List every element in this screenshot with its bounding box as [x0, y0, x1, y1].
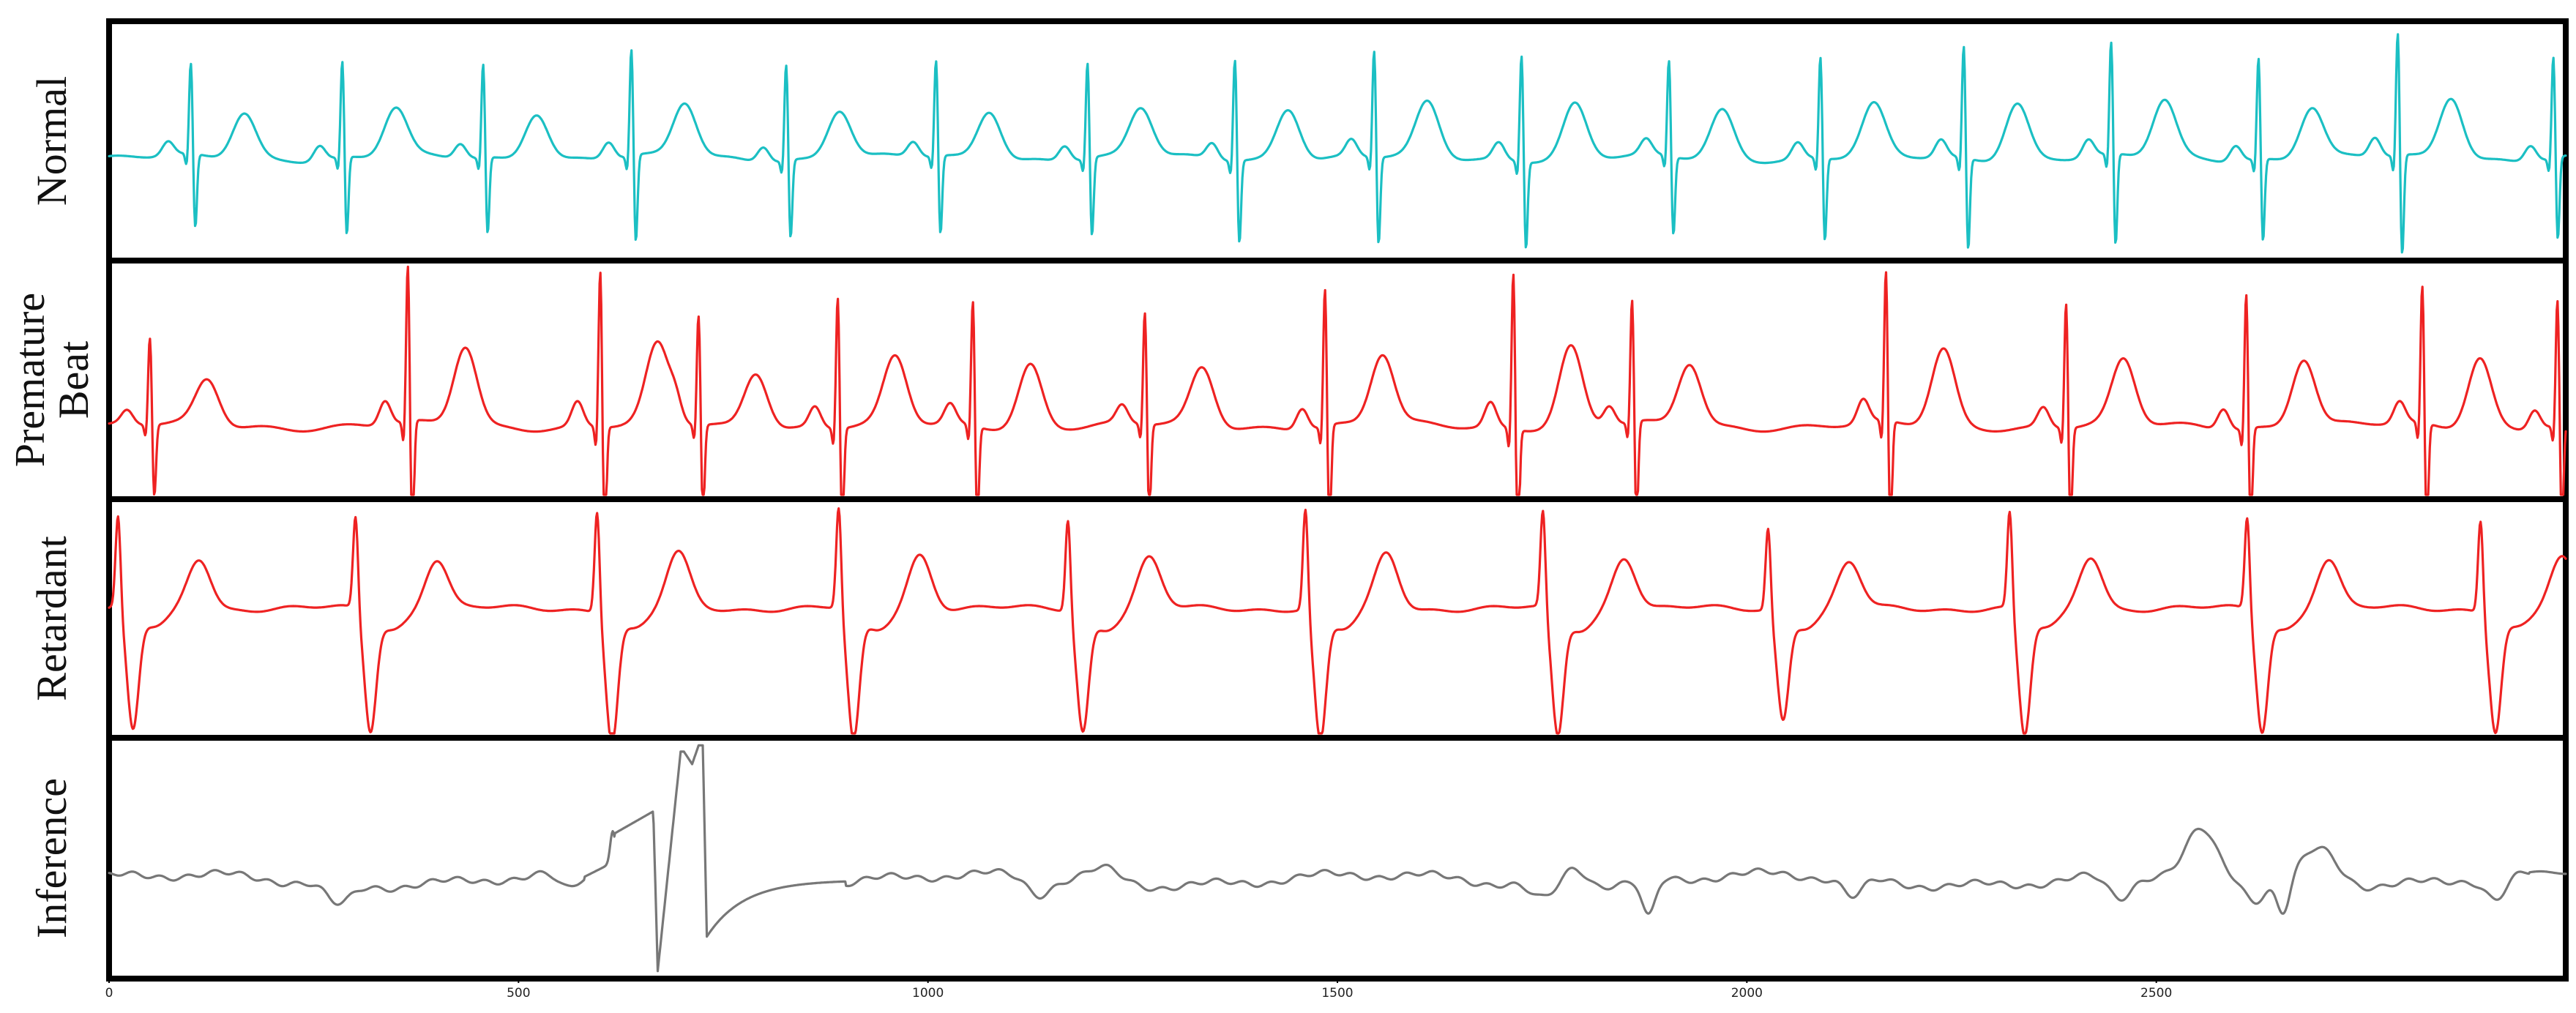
- panel-label-1: Normal: [28, 76, 75, 206]
- panel-4: [106, 735, 2569, 982]
- series-line-1: [108, 33, 2567, 254]
- panel-2: [106, 258, 2569, 502]
- panel-label-2: PrematureBeat: [6, 293, 97, 467]
- panels-group: [106, 18, 2569, 982]
- panel-label-line: Retardant: [28, 536, 75, 700]
- panel-label-3: Retardant: [28, 536, 75, 700]
- panel-frame: [106, 735, 2569, 982]
- x-axis: 0 500 1000 1500 2000 2500: [105, 979, 2172, 1001]
- panel-frame: [106, 496, 2569, 741]
- series-line-2: [108, 265, 2567, 496]
- x-tick-label: 0: [105, 986, 113, 1001]
- panel-label-line: Normal: [28, 76, 75, 206]
- x-tick-label: 1500: [1321, 986, 1353, 1001]
- x-tick-label: 1000: [912, 986, 944, 1001]
- series-line-3: [108, 507, 2567, 735]
- panel-label-line: Inference: [28, 778, 75, 938]
- panel-frame: [106, 18, 2569, 263]
- panel-label-line: Premature: [6, 293, 53, 467]
- x-tick-label: 500: [507, 986, 530, 1001]
- panel-label-4: Inference: [28, 778, 75, 938]
- panel-labels-group: Normal PrematureBeat Retardant Inference: [6, 76, 97, 938]
- x-tick-label: 2000: [1731, 986, 1763, 1001]
- series-line-4: [108, 744, 2567, 973]
- panel-3: [106, 496, 2569, 741]
- panel-1: [106, 18, 2569, 263]
- x-tick-label: 2500: [2140, 986, 2172, 1001]
- panel-label-line: Beat: [50, 341, 97, 419]
